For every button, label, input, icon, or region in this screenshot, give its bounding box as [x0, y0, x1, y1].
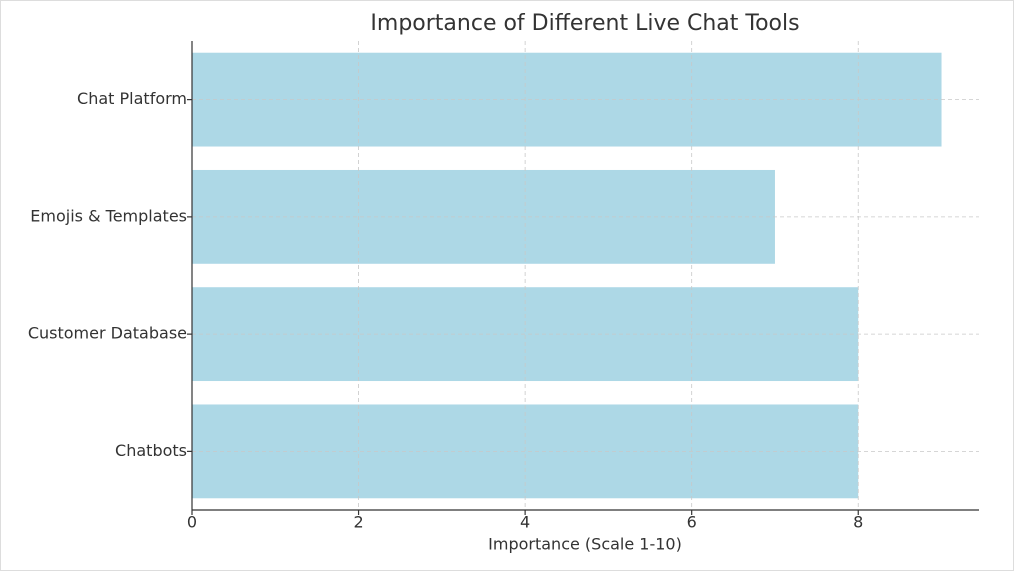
x-axis-label: Importance (Scale 1-10) — [488, 535, 682, 554]
x-tick-label: 4 — [520, 513, 530, 532]
y-tick-label: Emojis & Templates — [30, 206, 187, 225]
x-tick-label: 2 — [353, 513, 363, 532]
y-tick-label: Chatbots — [115, 441, 187, 460]
x-tick-label: 6 — [687, 513, 697, 532]
chart-title: Importance of Different Live Chat Tools — [370, 11, 799, 36]
y-tick-label: Chat Platform — [77, 89, 187, 108]
x-tick-label: 8 — [853, 513, 863, 532]
y-tick-label: Customer Database — [28, 324, 187, 343]
x-tick-label: 0 — [187, 513, 197, 532]
